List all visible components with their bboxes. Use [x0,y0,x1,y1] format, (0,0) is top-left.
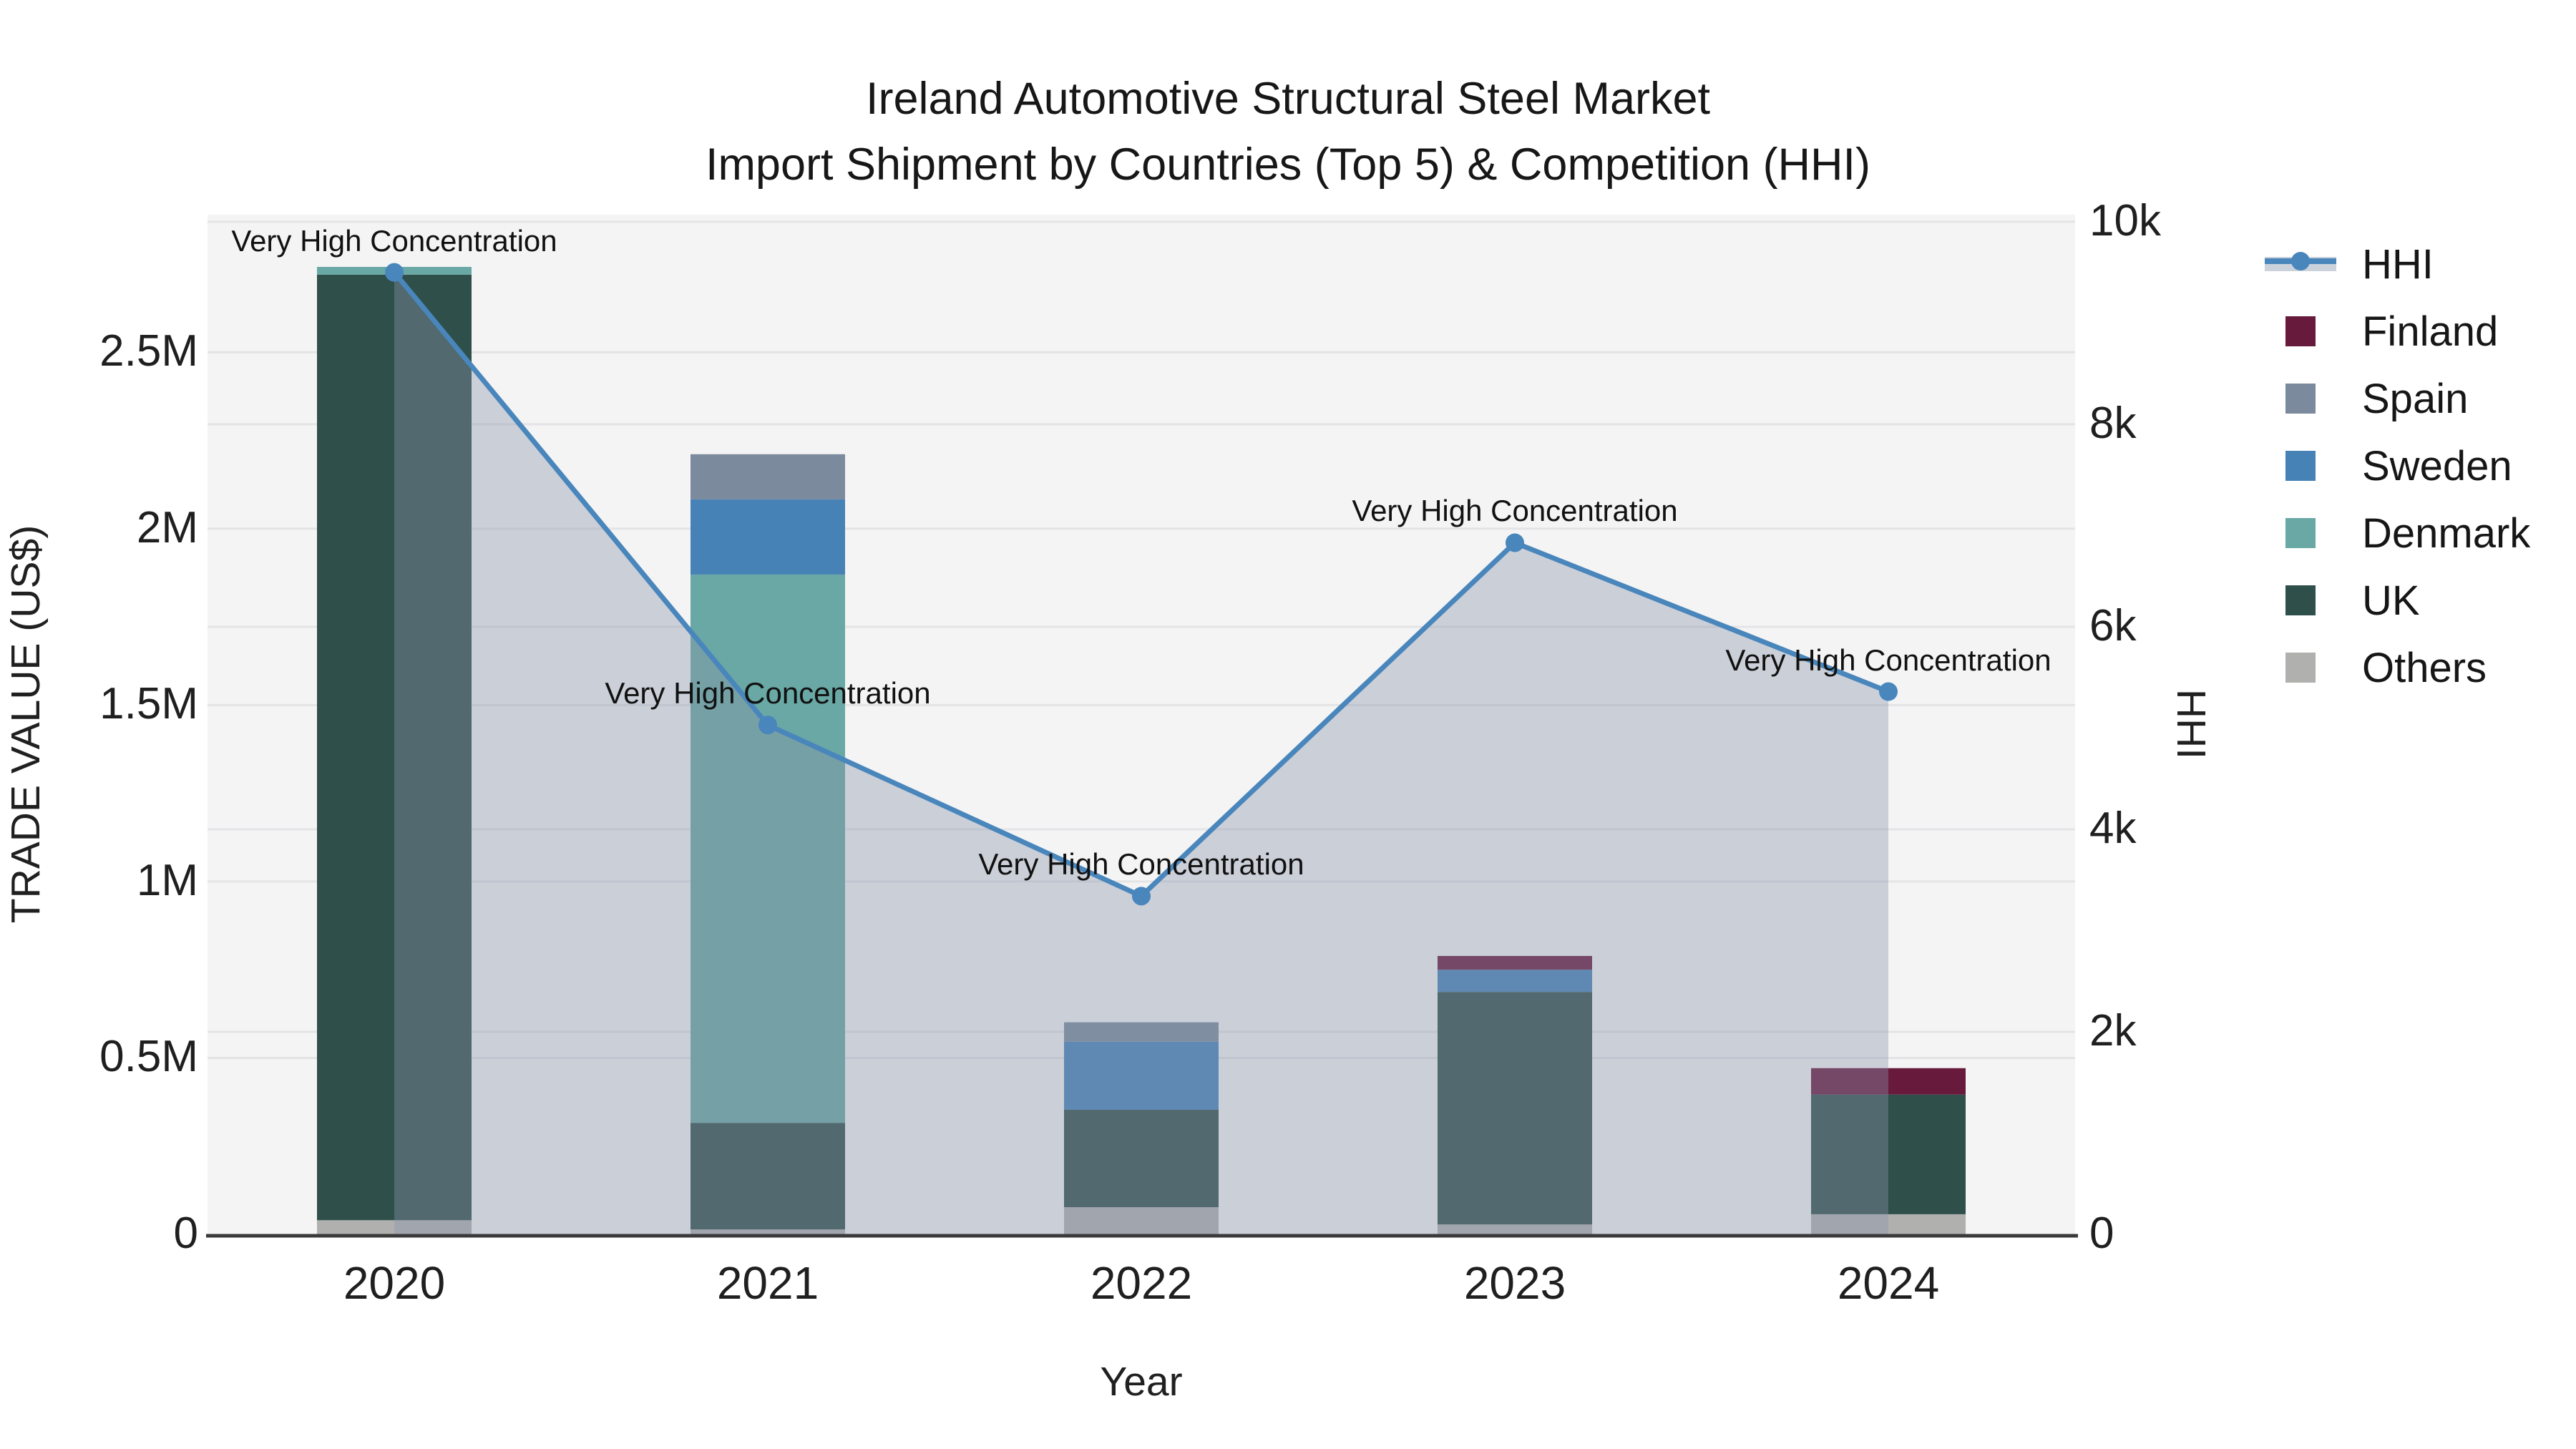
y-right-tick-0: 0 [2089,1209,2114,1258]
bar-segment-uk-2022 [1064,1109,1219,1208]
legend-label-uk: UK [2362,577,2420,624]
chart-title-line2: Import Shipment by Countries (Top 5) & C… [705,140,1871,190]
y-left-tick-0: 0 [173,1209,198,1258]
y-left-tick-1.5M: 1.5M [99,679,198,729]
x-tick-2021: 2021 [716,1257,819,1309]
legend-color-swatch [2285,451,2316,481]
hhi-marker-2021 [758,716,777,735]
legend-color-swatch [2285,585,2316,615]
y-right-tick-6k: 6k [2089,600,2137,650]
legend-item-spain: Spain [2265,365,2530,432]
others-swatch-icon [2265,653,2336,683]
hhi-marker-2024 [1879,682,1898,701]
legend-color-swatch [2285,518,2316,548]
bar-segment-uk-2024 [1811,1094,1966,1214]
chart-title: Ireland Automotive Structural Steel Mark… [0,66,2576,197]
bar-segment-sweden-2023 [1438,970,1592,992]
legend-label-others: Others [2362,644,2487,691]
y-left-tick-1M: 1M [136,855,198,905]
legend-label-finland: Finland [2362,308,2499,355]
bar-segment-spain-2021 [691,454,845,499]
legend-item-hhi: HHI [2265,230,2530,298]
y-right-tick-8k: 8k [2089,398,2137,448]
legend-item-uk: UK [2265,567,2530,634]
hhi-marker-2023 [1506,533,1524,552]
x-tick-2023: 2023 [1463,1257,1566,1309]
y-right-axis-title: HHI [2168,688,2214,760]
bar-segment-spain-2022 [1064,1022,1219,1042]
uk-swatch-icon [2265,585,2336,615]
legend: HHI Finland Spain Sweden Denmark UK Others [2265,230,2530,701]
bar-segment-others-2021 [691,1229,845,1234]
legend-item-finland: Finland [2265,298,2530,365]
bar-segment-finland-2024 [1811,1068,1966,1095]
y-right-tick-2k: 2k [2089,1005,2137,1055]
hhi-area-fill [394,272,1888,1234]
legend-item-denmark: Denmark [2265,499,2530,567]
hhi-marker-2020 [385,263,404,282]
bar-segment-others-2022 [1064,1207,1219,1234]
bar-segment-others-2020 [317,1220,472,1234]
legend-label-hhi: HHI [2362,240,2434,288]
y-right-tick-10k: 10k [2089,195,2161,245]
bar-segment-uk-2020 [317,274,472,1221]
finland-swatch-icon [2265,316,2336,346]
y-right-tick-4k: 4k [2089,803,2137,853]
bar-segment-uk-2021 [691,1123,845,1230]
chart-title-line1: Ireland Automotive Structural Steel Mark… [865,74,1711,124]
legend-item-sweden: Sweden [2265,432,2530,499]
x-axis-title: Year [1100,1359,1183,1405]
y-left-tick-2.5M: 2.5M [99,326,198,376]
annotation-2024: Very High Concentration [1725,643,2051,677]
y-left-axis-title: TRADE VALUE (US$) [3,525,49,924]
x-tick-2020: 2020 [343,1257,446,1309]
legend-label-sweden: Sweden [2362,442,2512,489]
x-tick-2022: 2022 [1090,1257,1193,1309]
sweden-swatch-icon [2265,451,2336,481]
bar-segment-others-2023 [1438,1224,1592,1234]
legend-color-swatch [2285,653,2316,683]
bar-segment-others-2024 [1811,1214,1966,1234]
legend-color-swatch [2285,384,2316,414]
legend-label-spain: Spain [2362,375,2469,422]
spain-swatch-icon [2265,384,2336,414]
denmark-swatch-icon [2265,518,2336,548]
legend-item-others: Others [2265,634,2530,701]
annotation-2021: Very High Concentration [605,676,931,711]
annotation-2022: Very High Concentration [978,847,1304,882]
legend-color-swatch [2285,316,2316,346]
y-left-tick-2M: 2M [136,502,198,552]
hhi-marker-2022 [1132,887,1151,906]
y-left-tick-0.5M: 0.5M [99,1032,198,1082]
bar-segment-sweden-2021 [691,499,845,575]
legend-label-denmark: Denmark [2362,509,2531,557]
bar-segment-sweden-2022 [1064,1041,1219,1110]
hhi-line-legend-icon [2265,245,2336,283]
bar-segment-uk-2023 [1438,992,1592,1225]
annotation-2023: Very High Concentration [1352,494,1678,528]
x-tick-2024: 2024 [1837,1257,1940,1309]
annotation-2020: Very High Concentration [231,223,557,258]
bar-segment-finland-2023 [1438,955,1592,970]
